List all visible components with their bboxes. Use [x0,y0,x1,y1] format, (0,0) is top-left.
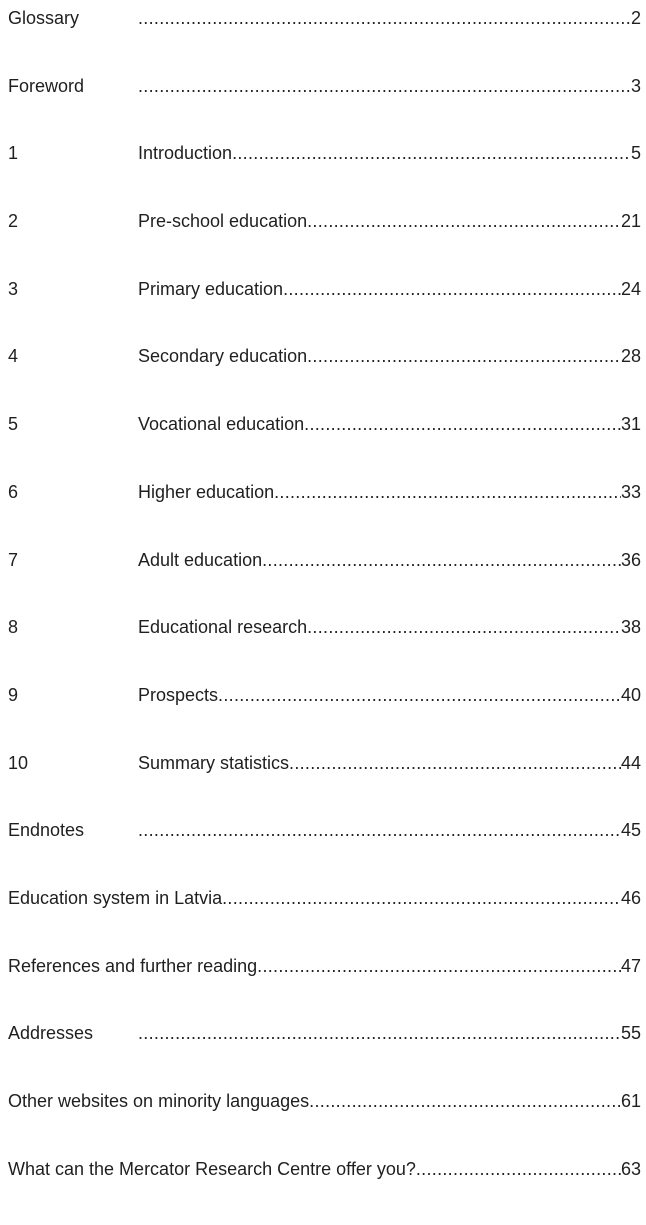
dot-leader [138,75,631,97]
chapter-number: 2 [8,211,19,232]
toc-entry-references[interactable]: References and further reading 47 [8,955,641,1023]
toc-page-number: 47 [620,955,641,976]
toc-entry-education-system-in-latvia[interactable]: Education system in Latvia 46 [8,887,641,955]
dot-leader [218,684,621,706]
toc-entry-mercator-offer[interactable]: What can the Mercator Research Centre of… [8,1158,641,1225]
toc-entry-secondary-education[interactable]: 4 Secondary education 28 [8,345,641,413]
toc-page-number: 46 [620,887,641,908]
chapter-title: Higher education [138,481,275,502]
toc-entry-label: Other websites on minority languages [8,1091,310,1111]
chapter-number: 5 [8,414,19,435]
toc-entry-prospects[interactable]: 9 Prospects 40 [8,684,641,752]
dot-leader [138,7,631,29]
toc-page-number: 2 [630,8,641,28]
chapter-title: Secondary education [138,346,308,367]
toc-page-number: 36 [620,549,641,570]
toc-entry-educational-research[interactable]: 8 Educational research 38 [8,616,641,684]
dot-leader [289,752,621,774]
toc-entry-label: What can the Mercator Research Centre of… [8,1158,416,1179]
chapter-title: Adult education [138,549,263,570]
toc-page-number: 63 [620,1158,641,1179]
chapter-number: 3 [8,278,19,299]
dot-leader [274,481,621,503]
toc-page-number: 45 [620,820,641,841]
dot-leader [232,142,631,164]
dot-leader [307,345,621,367]
chapter-title: Summary statistics [138,752,290,773]
chapter-title: Primary education [138,278,284,299]
toc-entry-label: Addresses [8,1023,94,1044]
toc-entry-vocational-education[interactable]: 5 Vocational education 31 [8,413,641,481]
toc-entry-label: Endnotes [8,820,85,841]
dot-leader [138,819,621,841]
table-of-contents: Glossary 2 Foreword 3 1 Introduction 5 2… [8,7,641,1225]
dot-leader [416,1158,621,1180]
dot-leader [304,413,621,435]
toc-page-number: 5 [630,143,641,164]
toc-entry-summary-statistics[interactable]: 10 Summary statistics 44 [8,752,641,820]
toc-entry-addresses[interactable]: Addresses 55 [8,1022,641,1090]
toc-page-number: 44 [620,752,641,773]
chapter-number: 4 [8,346,19,367]
chapter-number: 9 [8,684,19,705]
toc-entry-label: Glossary [8,8,80,28]
chapter-title: Introduction [138,143,233,164]
toc-entry-foreword[interactable]: Foreword 3 [8,75,641,143]
toc-page-number: 33 [620,481,641,502]
toc-page-number: 61 [620,1091,641,1111]
dot-leader [262,549,621,571]
toc-page-number: 38 [620,617,641,638]
dot-leader [222,887,621,909]
chapter-title: Vocational education [138,414,305,435]
toc-entry-endnotes[interactable]: Endnotes 45 [8,819,641,887]
chapter-title: Pre-school education [138,211,308,232]
toc-entry-glossary[interactable]: Glossary 2 [8,7,641,75]
toc-page-number: 21 [620,211,641,232]
dot-leader [309,1090,621,1112]
dot-leader [257,955,621,977]
toc-entry-introduction[interactable]: 1 Introduction 5 [8,142,641,210]
chapter-number: 1 [8,143,19,164]
toc-entry-label: Foreword [8,75,85,96]
dot-leader [307,210,621,232]
dot-leader [283,278,621,300]
chapter-number: 8 [8,617,19,638]
toc-entry-label: References and further reading [8,955,258,976]
toc-page-number: 55 [620,1023,641,1044]
toc-entry-primary-education[interactable]: 3 Primary education 24 [8,278,641,346]
toc-entry-label: Education system in Latvia [8,887,223,908]
toc-page-number: 40 [620,684,641,705]
toc-page-number: 24 [620,278,641,299]
chapter-title: Educational research [138,617,308,638]
chapter-number: 10 [8,752,29,773]
toc-entry-other-websites[interactable]: Other websites on minority languages 61 [8,1090,641,1158]
dot-leader [138,1022,621,1044]
toc-page-number: 28 [620,346,641,367]
toc-entry-higher-education[interactable]: 6 Higher education 33 [8,481,641,549]
chapter-title: Prospects [138,684,219,705]
chapter-number: 6 [8,481,19,502]
toc-page-number: 31 [620,414,641,435]
dot-leader [307,616,621,638]
toc-entry-adult-education[interactable]: 7 Adult education 36 [8,549,641,617]
toc-page-number: 3 [630,75,641,96]
chapter-number: 7 [8,549,19,570]
toc-entry-pre-school-education[interactable]: 2 Pre-school education 21 [8,210,641,278]
